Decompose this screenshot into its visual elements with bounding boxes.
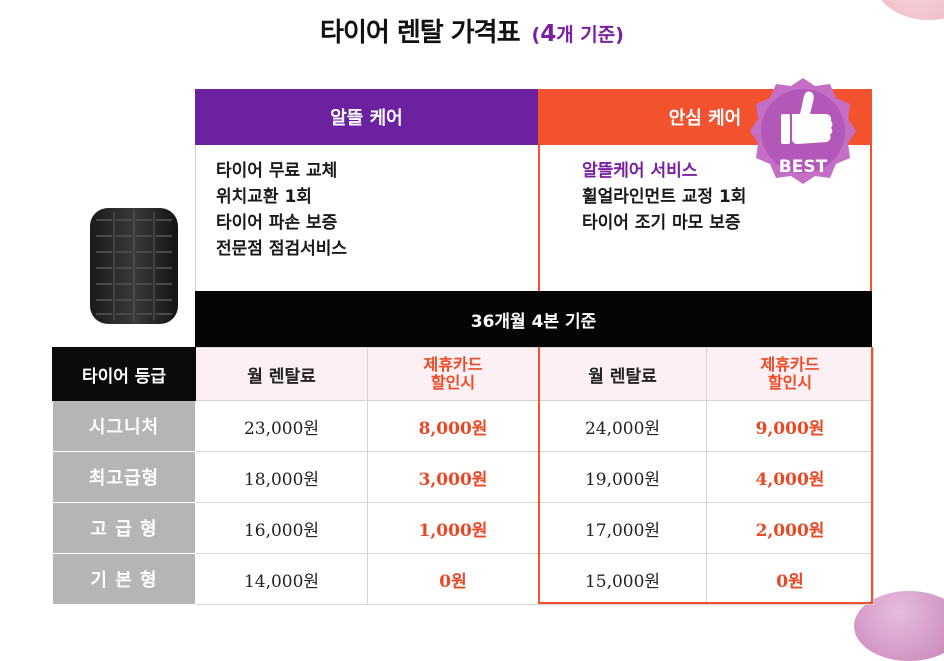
price-cell: 17,000원 <box>538 502 707 554</box>
discount-price-cell: 1,000원 <box>367 502 539 554</box>
feature-item: 알뜰케어 서비스 <box>582 161 698 181</box>
thumbs-up-icon <box>781 91 833 144</box>
grade-label: 기 본 형 <box>52 553 196 605</box>
price-cell: 24,000원 <box>538 400 707 452</box>
col-monthly-right: 월 렌탈료 <box>538 347 707 401</box>
table-row: 최고급형 18,000원 3,000원 19,000원 4,000원 <box>52 451 874 503</box>
page-title: 타이어 렌탈 가격표 (4개 기준) <box>0 12 944 49</box>
feature-item: 타이어 파손 보증 <box>216 213 338 233</box>
table-header-row: 타이어 등급 월 렌탈료 제휴카드 할인시 월 렌탈료 제휴카드 할인시 <box>52 347 874 401</box>
discount-price-cell: 2,000원 <box>706 502 874 554</box>
best-badge: BEST <box>750 78 856 184</box>
discount-price-cell: 9,000원 <box>706 400 874 452</box>
grade-label: 시그니처 <box>52 400 196 452</box>
feature-item: 휠얼라인먼트 교정 1회 <box>582 187 747 207</box>
grade-header: 타이어 등급 <box>52 347 196 401</box>
badge-text: BEST <box>779 157 828 177</box>
discount-price-cell: 4,000원 <box>706 451 874 503</box>
table-row: 시그니처 23,000원 8,000원 24,000원 9,000원 <box>52 400 874 452</box>
price-cell: 19,000원 <box>538 451 707 503</box>
discount-price-cell: 8,000원 <box>367 400 539 452</box>
col-monthly-left: 월 렌탈료 <box>195 347 368 401</box>
price-cell: 18,000원 <box>195 451 368 503</box>
base-condition-bar: 36개월 4본 기준 <box>195 291 872 347</box>
feature-item: 타이어 조기 마모 보증 <box>582 213 741 233</box>
feature-item: 전문점 점검서비스 <box>216 239 348 259</box>
plan-features-left: 타이어 무료 교체 위치교환 1회 타이어 파손 보증 전문점 점검서비스 <box>195 145 538 291</box>
price-cell: 23,000원 <box>195 400 368 452</box>
feature-item: 위치교환 1회 <box>216 187 312 207</box>
tire-icon <box>90 208 178 324</box>
table-row: 기 본 형 14,000원 0원 15,000원 0원 <box>52 553 874 605</box>
discount-price-cell: 0원 <box>367 553 539 605</box>
discount-price-cell: 3,000원 <box>367 451 539 503</box>
title-main: 타이어 렌탈 가격표 <box>320 18 520 48</box>
discount-price-cell: 0원 <box>706 553 874 605</box>
grade-label: 고 급 형 <box>52 502 196 554</box>
price-cell: 16,000원 <box>195 502 368 554</box>
plan-header-left: 알뜰 케어 <box>195 89 538 145</box>
col-card-right: 제휴카드 할인시 <box>706 347 874 401</box>
price-table: 타이어 등급 월 렌탈료 제휴카드 할인시 월 렌탈료 제휴카드 할인시 시그니처 … <box>52 347 874 605</box>
table-row: 고 급 형 16,000원 1,000원 17,000원 2,000원 <box>52 502 874 554</box>
col-card-left: 제휴카드 할인시 <box>367 347 539 401</box>
price-cell: 15,000원 <box>538 553 707 605</box>
feature-item: 타이어 무료 교체 <box>216 161 338 181</box>
price-cell: 14,000원 <box>195 553 368 605</box>
grade-label: 최고급형 <box>52 451 196 503</box>
title-sub: (4개 기준) <box>531 21 624 47</box>
